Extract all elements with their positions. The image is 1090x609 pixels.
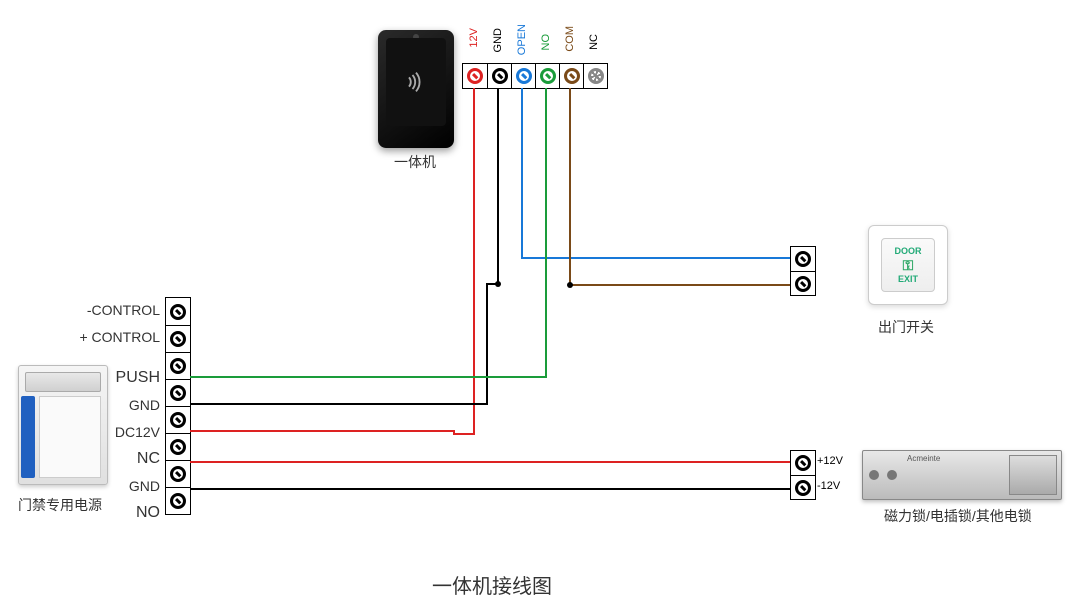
psu-term-dc12v	[166, 406, 190, 433]
maglock-armature	[1009, 455, 1057, 495]
ctl-label-nc: NC	[588, 34, 600, 50]
psu-term-gnd1	[166, 379, 190, 406]
lock-label-p12v: +12V	[817, 455, 843, 467]
exit-button-label: 出门开关	[878, 317, 934, 337]
terminal-nc	[583, 64, 607, 88]
nfc-icon	[402, 68, 430, 96]
ctl-label-12v: 12V	[468, 28, 480, 48]
ctl-label-open: OPEN	[516, 24, 528, 55]
psu-term-push	[166, 352, 190, 379]
controller-terminals	[462, 63, 608, 89]
exit-button-face: DOOR ⚿ EXIT	[881, 238, 935, 292]
exit-term-1	[791, 247, 815, 271]
ctl-label-com: COM	[564, 26, 576, 52]
psu-term-gnd2	[166, 460, 190, 487]
device-screen	[386, 38, 446, 126]
maglock-label: 磁力锁/电插锁/其他电锁	[884, 506, 1032, 526]
exit-text-top: DOOR	[895, 246, 922, 256]
psu-side-stripe	[21, 396, 35, 478]
exit-term-2	[791, 271, 815, 295]
key-icon: ⚿	[903, 258, 914, 272]
exit-button-device: DOOR ⚿ EXIT	[868, 225, 948, 305]
psu-label-gnd1: GND	[129, 397, 160, 413]
psu-body-label	[39, 396, 101, 478]
psu-label-gnd2: GND	[129, 478, 160, 494]
ctl-label-no: NO	[540, 34, 552, 51]
psu-label: 门禁专用电源	[18, 495, 102, 515]
psu-term-no	[166, 487, 190, 514]
psu-label-nc: NC	[137, 450, 160, 468]
psu-label-no: NO	[136, 504, 160, 522]
power-supply-unit	[18, 365, 108, 485]
wiring-diagram-canvas: 一体机 12V GND OPEN NO COM NC 门禁专用电源 -CONTR…	[0, 0, 1090, 609]
exit-text-bottom: EXIT	[898, 274, 918, 284]
exit-terminals	[790, 246, 816, 296]
maglock-brand: Acmeinte	[907, 454, 940, 463]
psu-label-pcontrol: + CONTROL	[79, 329, 160, 345]
terminal-gnd	[487, 64, 511, 88]
controller-label: 一体机	[394, 152, 436, 172]
psu-label-push: PUSH	[116, 369, 160, 387]
magnetic-lock: Acmeinte	[862, 450, 1062, 500]
access-control-device	[378, 30, 454, 148]
psu-term-ncontrol	[166, 298, 190, 325]
psu-label-dc12v: DC12V	[115, 424, 160, 440]
terminal-no	[535, 64, 559, 88]
psu-term-pcontrol	[166, 325, 190, 352]
lock-terminals	[790, 450, 816, 500]
psu-label-ncontrol: -CONTROL	[87, 302, 160, 318]
lock-term-n12v	[791, 475, 815, 499]
ctl-label-gnd: GND	[492, 28, 504, 52]
lock-term-p12v	[791, 451, 815, 475]
terminal-12v	[463, 64, 487, 88]
terminal-com	[559, 64, 583, 88]
terminal-open	[511, 64, 535, 88]
psu-term-nc	[166, 433, 190, 460]
lock-label-n12v: -12V	[817, 480, 840, 492]
psu-terminals	[165, 297, 191, 515]
diagram-title: 一体机接线图	[432, 570, 552, 599]
